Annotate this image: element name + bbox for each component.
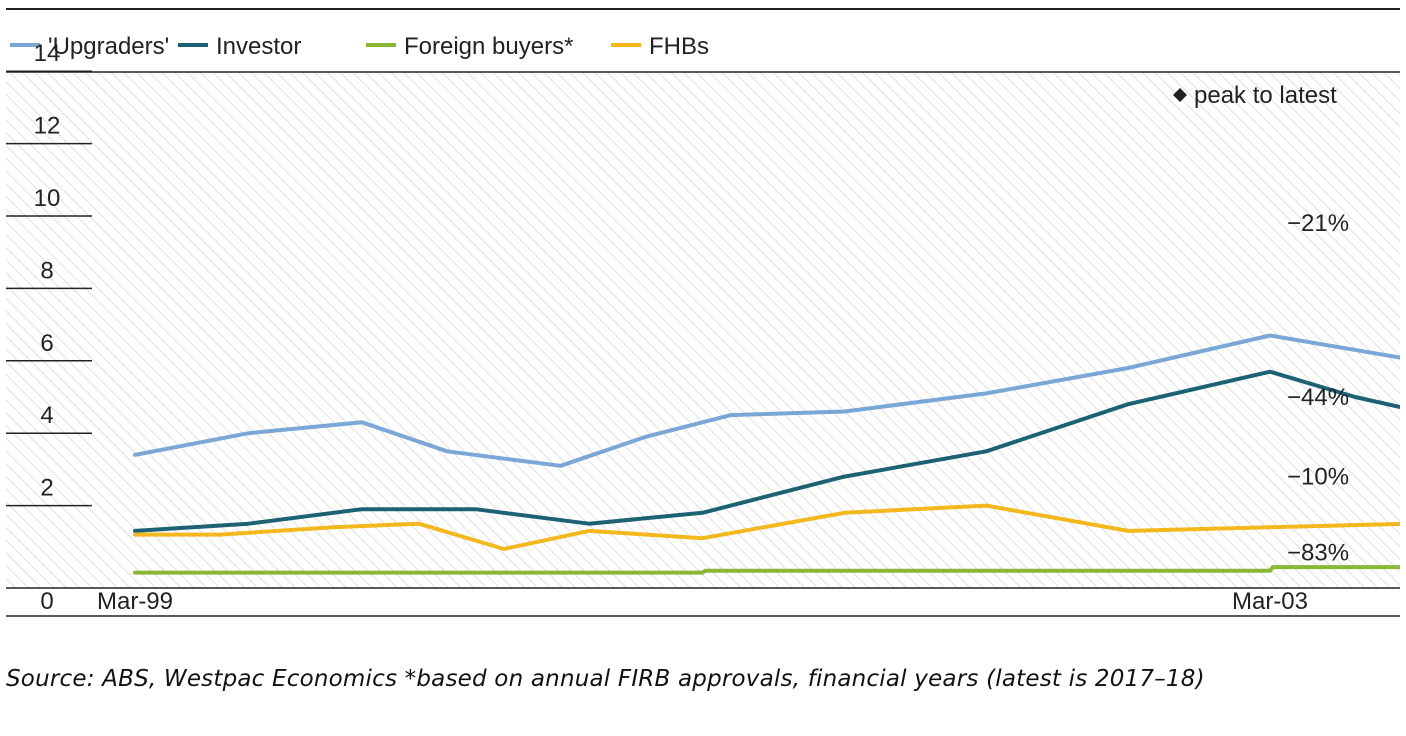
source-note: Source: ABS, Westpac Economics *based on… [6,666,1205,692]
legend-label: Foreign buyers* [404,33,573,60]
line-chart: 'Upgraders' Investor Foreign buyers* FHBs pe… [6,8,1400,617]
x-tick-label: Mar-99 [97,588,173,615]
legend: 'Upgraders' Investor Foreign buyers* FHBs pe… [10,33,1337,109]
y-tick-label: 8 [40,257,53,284]
y-tick-label: 4 [40,402,53,429]
y-tick-label: 12 [34,113,61,140]
change-label: −83% [1287,540,1349,567]
marker-legend-diamond [1173,88,1187,102]
y-tick-label: 6 [40,330,53,357]
x-tick-label: Mar-03 [1232,588,1308,615]
series-line [133,333,1400,468]
series-line [133,369,1400,533]
y-tick-label: 0 [40,588,53,615]
change-label: −44% [1287,384,1349,411]
legend-label: 'Upgraders' [48,33,169,60]
series-layer [133,333,1400,575]
marker-legend-label: peak to latest [1194,82,1337,109]
series-line [133,503,1400,551]
legend-label: FHBs [649,33,709,60]
y-tick-label: 14 [34,40,61,67]
y-tick-label: 10 [34,185,61,212]
legend-label: Investor [216,33,301,60]
y-axis: 0 2 4 6 8 10 12 14 [6,40,92,615]
plot-background [6,72,1400,588]
change-label: −21% [1287,210,1349,237]
annotation-layer: −21% −44% −10% −83% [1287,210,1349,566]
y-tick-label: 2 [40,475,53,502]
change-label: −10% [1287,464,1349,491]
